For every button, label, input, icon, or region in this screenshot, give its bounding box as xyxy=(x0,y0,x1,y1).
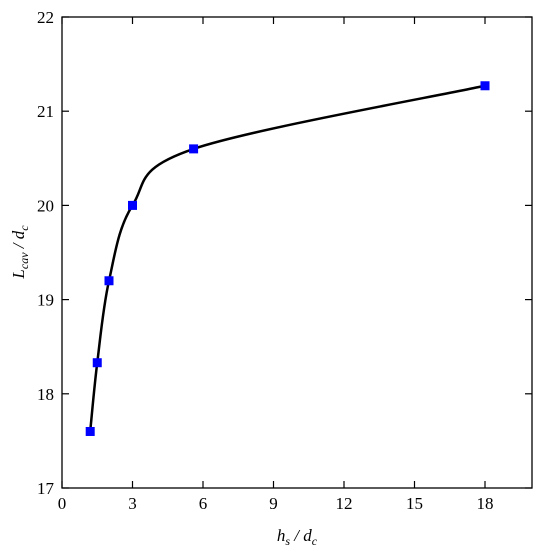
curve xyxy=(88,84,486,432)
x-tick-label: 3 xyxy=(128,494,137,513)
y-tick-label: 18 xyxy=(37,385,54,404)
x-tick-label: 15 xyxy=(406,494,423,513)
x-tick-label: 18 xyxy=(477,494,494,513)
marker xyxy=(480,81,490,91)
marker xyxy=(128,200,137,210)
y-tick-label: 17 xyxy=(37,479,55,498)
plot-frame xyxy=(61,16,533,489)
x-tick-label: 12 xyxy=(336,494,353,513)
marker xyxy=(92,358,102,368)
marker xyxy=(189,144,199,154)
marker xyxy=(104,276,114,286)
y-tick-label: 22 xyxy=(37,8,54,27)
y-axis-label: Lcav / dc xyxy=(9,225,31,280)
y-tick-label: 20 xyxy=(37,196,54,215)
y-tick-label: 21 xyxy=(37,102,54,121)
x-tick-label: 9 xyxy=(269,494,278,513)
marker xyxy=(85,426,95,436)
x-tick-label: 6 xyxy=(199,494,208,513)
x-tick-label: 0 xyxy=(58,494,67,513)
x-axis-label: hs / dc xyxy=(277,526,318,548)
y-tick-label: 19 xyxy=(37,291,54,310)
